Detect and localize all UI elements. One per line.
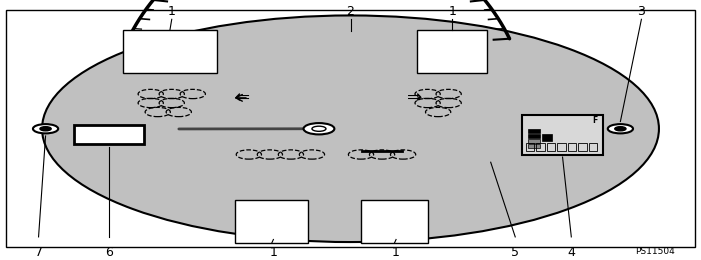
Text: 7: 7 [34,246,43,259]
Bar [568,144,576,151]
Bar [123,30,217,73]
Ellipse shape [42,15,659,242]
Bar [578,144,587,151]
Circle shape [615,127,626,131]
Text: 1: 1 [392,246,400,259]
Text: 1: 1 [269,246,278,259]
Text: 5: 5 [511,246,519,259]
Bar [536,144,545,151]
Text: 3: 3 [637,5,646,18]
Text: PS11504: PS11504 [636,246,675,256]
Circle shape [608,124,633,133]
Text: 4: 4 [567,246,576,259]
Bar [528,145,540,148]
Circle shape [304,123,334,134]
Text: ⇐: ⇐ [234,89,250,107]
Text: 1: 1 [168,5,176,18]
Bar [235,200,308,243]
Bar [557,144,566,151]
Circle shape [40,127,51,131]
Text: 2: 2 [346,5,355,18]
Bar [547,144,555,151]
Bar [361,200,428,243]
Text: ⇒: ⇒ [407,89,423,107]
Bar [522,115,603,154]
Text: 1: 1 [448,5,456,18]
Bar [528,139,540,143]
Bar [589,144,597,151]
Circle shape [312,126,326,131]
Text: 6: 6 [104,246,113,259]
Bar [528,134,540,138]
Bar [417,30,487,73]
Bar [526,144,534,151]
Text: F: F [592,116,597,125]
Bar [74,125,144,144]
Bar [528,129,540,133]
Bar [542,134,552,141]
Circle shape [33,124,58,133]
